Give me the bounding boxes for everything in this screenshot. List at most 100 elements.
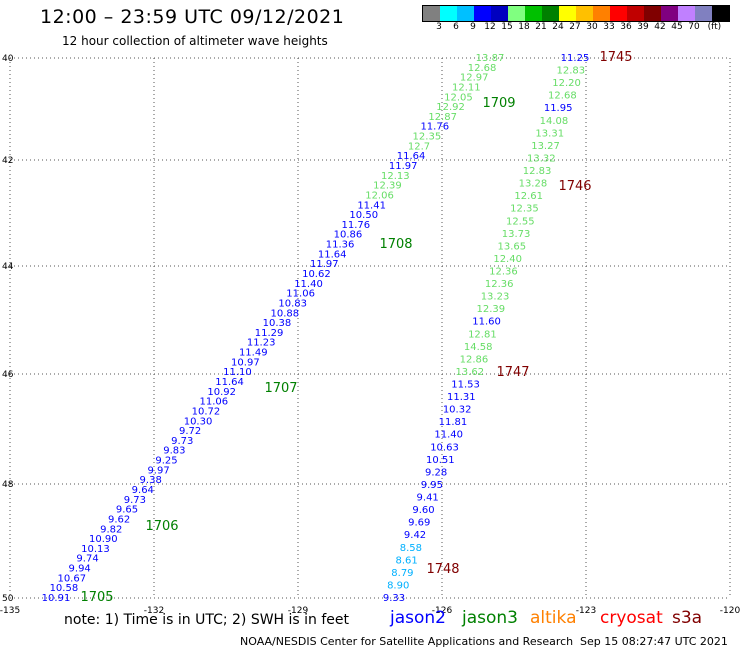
scale-swatch <box>542 6 559 21</box>
scale-swatch <box>440 6 457 21</box>
swh-value-pass-b: 12.36 <box>489 266 518 277</box>
track-time-label: 1706 <box>145 519 178 534</box>
map-subtitle: 12 hour collection of altimeter wave hei… <box>62 34 328 48</box>
swh-value-pass-a: 10.13 <box>81 544 110 555</box>
track-time-label: 1748 <box>426 562 459 577</box>
swh-value-pass-a: 11.10 <box>223 367 252 378</box>
swh-value-pass-a: 9.65 <box>116 505 138 516</box>
swh-value-pass-b: 12.83 <box>556 66 585 77</box>
latitude-label: 46 <box>2 370 14 380</box>
swh-value-pass-b: 13.27 <box>531 141 560 152</box>
swh-value-pass-b: 13.73 <box>502 229 531 240</box>
legend-jason2: jason2 <box>390 608 446 628</box>
swh-value-pass-a: 12.87 <box>428 112 457 123</box>
swh-value-pass-a: 10.38 <box>263 318 292 329</box>
scale-tick-label: 39 <box>637 22 649 32</box>
swh-value-pass-b: 13.23 <box>481 292 510 303</box>
swh-value-pass-a: 12.39 <box>373 181 402 192</box>
swh-value-pass-a: 11.64 <box>318 249 347 260</box>
scale-swatch <box>593 6 610 21</box>
scale-swatch <box>508 6 525 21</box>
swh-value-pass-a: 10.50 <box>349 210 378 221</box>
credit-line: NOAA/NESDIS Center for Satellite Applica… <box>240 635 574 648</box>
generated-timestamp: Sep 15 08:27:47 UTC 2021 <box>580 635 728 648</box>
scale-tick-label: 18 <box>518 22 530 32</box>
scale-tick-label: 36 <box>620 22 632 32</box>
legend-altika: altika <box>530 608 577 628</box>
scale-swatch <box>576 6 593 21</box>
swh-value-pass-a: 10.86 <box>334 230 363 241</box>
swh-value-pass-b: 13.32 <box>527 153 556 164</box>
latitude-label: 40 <box>2 54 14 64</box>
latitude-label: 42 <box>2 156 13 166</box>
longitude-label: -120 <box>720 606 740 616</box>
longitude-label: -135 <box>0 606 20 616</box>
map-title: 12:00 – 23:59 UTC 09/12/2021 <box>40 6 345 28</box>
swh-value-pass-a: 11.36 <box>326 240 355 251</box>
swh-value-pass-b: 12.61 <box>514 191 543 202</box>
track-time-label: 1708 <box>379 237 412 252</box>
scale-tick-label: 70 <box>688 22 700 32</box>
swh-value-pass-a: 12.35 <box>413 132 442 143</box>
swh-value-pass-b: 8.58 <box>400 543 422 554</box>
track-time-label: 1746 <box>558 179 591 194</box>
latitude-label: 44 <box>2 262 14 272</box>
swh-value-pass-b: 11.53 <box>451 380 480 391</box>
swh-value-pass-a: 11.23 <box>247 338 276 349</box>
scale-tick-label: 27 <box>569 22 581 32</box>
scale-swatch <box>423 6 440 21</box>
scale-swatch <box>661 6 678 21</box>
scale-swatch <box>525 6 542 21</box>
swh-value-pass-b: 9.33 <box>383 593 405 604</box>
swh-value-pass-a: 10.30 <box>184 416 213 427</box>
swh-value-pass-b: 12.36 <box>485 279 514 290</box>
swh-value-pass-a: 11.76 <box>420 122 449 133</box>
swh-value-pass-a: 11.06 <box>199 397 228 408</box>
scale-tick-label: 42 <box>654 22 666 32</box>
swh-value-pass-a: 11.64 <box>215 377 244 388</box>
swh-value-pass-b: 12.35 <box>510 204 539 215</box>
swh-value-pass-b: 10.51 <box>426 455 455 466</box>
scale-swatch <box>712 6 729 21</box>
swh-value-pass-b: 10.63 <box>430 442 459 453</box>
swh-value-pass-a: 13.87 <box>476 53 505 64</box>
swh-value-pass-a: 9.97 <box>147 465 169 476</box>
scale-swatch <box>610 6 627 21</box>
swh-value-pass-a: 11.97 <box>389 161 418 172</box>
swh-value-pass-a: 10.91 <box>42 593 71 604</box>
swh-value-pass-b: 14.58 <box>464 342 493 353</box>
swh-value-pass-a: 9.73 <box>124 495 146 506</box>
longitude-label: -126 <box>432 606 453 616</box>
swh-value-pass-b: 12.86 <box>460 354 489 365</box>
swh-value-pass-a: 12.68 <box>468 63 497 74</box>
scale-swatch <box>474 6 491 21</box>
color-scale-labels: 3 6 9 12 15 18 21 24 27 30 33 36 39 42 45 70 (ft) <box>422 22 728 34</box>
swh-value-pass-a: 10.90 <box>89 534 118 545</box>
track-time-label: 1707 <box>264 381 297 396</box>
swh-value-pass-a: 11.64 <box>397 151 426 162</box>
swh-value-pass-a: 10.67 <box>57 573 86 584</box>
swh-value-pass-a: 9.64 <box>132 485 154 496</box>
swh-value-pass-a: 10.92 <box>207 387 236 398</box>
swh-value-pass-b: 9.42 <box>404 530 426 541</box>
swh-value-pass-a: 11.76 <box>342 220 371 231</box>
swh-value-pass-b: 12.83 <box>523 166 552 177</box>
swh-value-pass-a: 9.82 <box>100 524 122 535</box>
swh-value-pass-a: 11.29 <box>255 328 284 339</box>
swh-value-pass-a: 9.73 <box>171 436 193 447</box>
scale-unit-label: (ft) <box>707 22 722 32</box>
swh-value-pass-a: 10.62 <box>302 269 331 280</box>
scale-tick-label: 9 <box>470 22 476 32</box>
swh-value-pass-a: 9.62 <box>108 514 130 525</box>
track-time-label: 1705 <box>80 590 113 605</box>
swh-value-pass-b: 14.08 <box>540 116 569 127</box>
swh-value-pass-b: 13.31 <box>535 128 564 139</box>
swh-value-pass-a: 11.49 <box>239 348 268 359</box>
swh-value-pass-b: 10.32 <box>443 405 472 416</box>
swh-value-pass-a: 12.7 <box>408 141 430 152</box>
scale-swatch <box>678 6 695 21</box>
track-time-label: 1745 <box>599 50 632 65</box>
swh-value-pass-b: 12.39 <box>476 304 505 315</box>
scale-tick-label: 33 <box>603 22 615 32</box>
swh-value-pass-b: 8.61 <box>395 555 417 566</box>
